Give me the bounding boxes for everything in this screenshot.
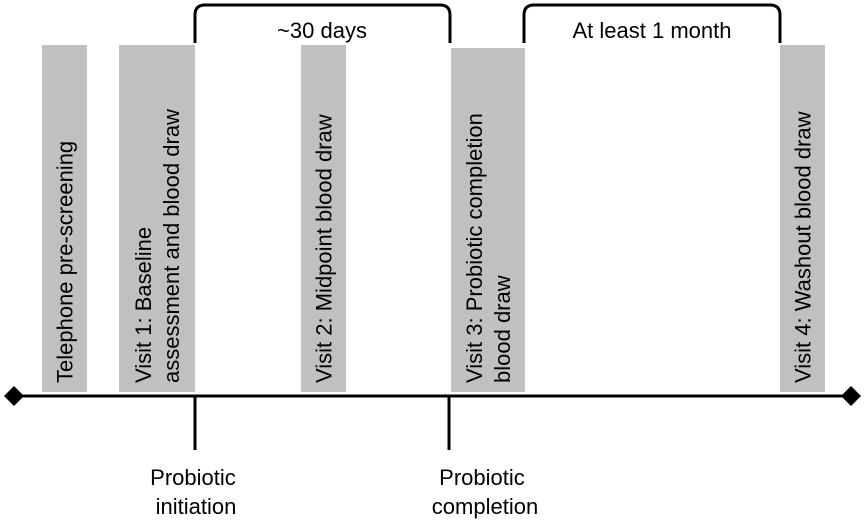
bar-label-visit-1-baseline-line-1: Visit 1: Baseline: [131, 227, 156, 383]
bar-visit-4-washout: [780, 45, 825, 392]
bar-visit-2-midpoint: [301, 45, 346, 392]
bracket-label-30-days: ~30 days: [277, 18, 367, 43]
marker-label-initiation: Probiotic initiation: [150, 465, 242, 519]
bar-label-visit-4-washout-line-1: Visit 4: Washout blood draw: [791, 111, 816, 383]
bar-label-visit-1-baseline-line-2: assessment and blood draw: [159, 109, 184, 383]
marker-label-completion: Probiotic completion: [432, 465, 538, 519]
bar-visit-1-baseline: [119, 45, 195, 392]
bar-telephone-pre-screening: [42, 45, 87, 392]
bracket-label-at-least-1-month: At least 1 month: [573, 18, 732, 43]
bar-label-telephone-pre-screening-line-1: Telephone pre-screening: [53, 141, 78, 383]
marker-label-completion-line-1: Probiotic: [439, 465, 525, 490]
bar-label-visit-2-midpoint-line-1: Visit 2: Midpoint blood draw: [312, 114, 337, 383]
bracket-30-days: [193, 3, 452, 43]
timeline-right-arrowhead: [841, 386, 861, 406]
bar-label-visit-3-probiotic-completion-line-1: Visit 3: Probiotic completion: [462, 113, 487, 383]
marker-label-initiation-line-1: Probiotic: [150, 465, 236, 490]
visit-bars: Telephone pre-screening Visit 1: Baseline…: [42, 45, 825, 392]
timeline-left-arrowhead: [4, 386, 24, 406]
marker-label-initiation-line-2: initiation: [156, 494, 237, 519]
bar-visit-3-probiotic-completion: [451, 48, 525, 392]
marker-label-completion-line-2: completion: [432, 494, 538, 519]
bracket-at-least-1-month: [522, 3, 782, 43]
bar-label-visit-3-probiotic-completion-line-2: blood draw: [490, 275, 515, 383]
